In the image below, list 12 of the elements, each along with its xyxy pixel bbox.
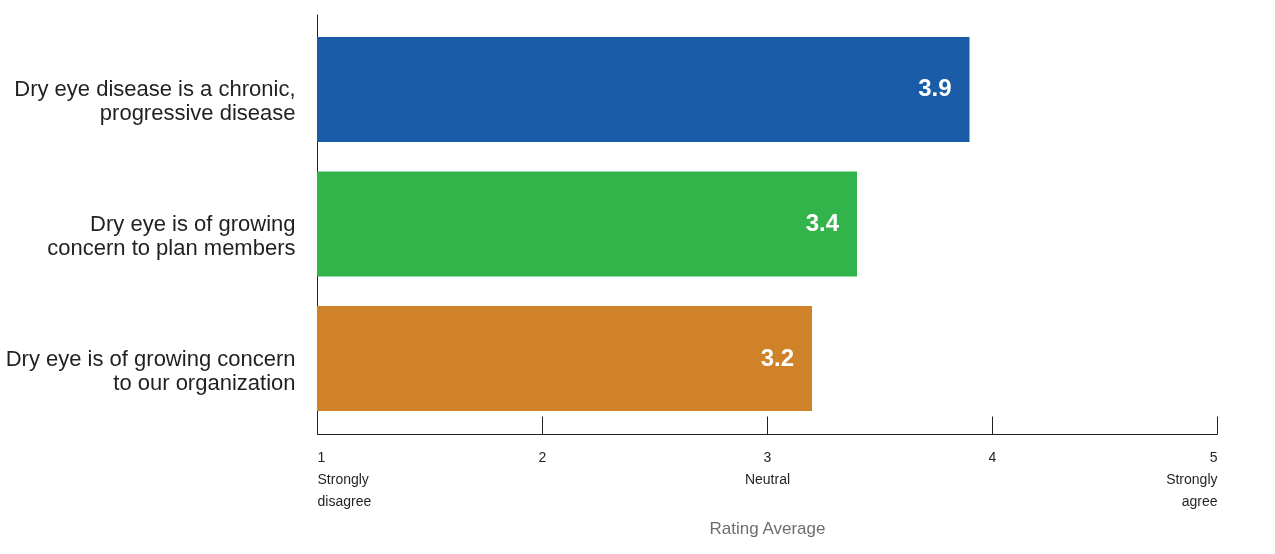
x-tick-label: 4 xyxy=(988,448,997,465)
data-label: 3.9 xyxy=(918,74,952,102)
x-tick-label: 2 xyxy=(538,448,547,465)
y-tick-label: Dry eye is of growing concern to our organization xyxy=(5,345,296,395)
data-label: 3.2 xyxy=(760,343,794,371)
y-tick-label: Dry eye is of growing concern to plan members xyxy=(47,211,296,260)
x-tick-label: 3 Neutral xyxy=(744,448,791,487)
x-tick-label: 5 Strongly agree xyxy=(1166,448,1218,509)
data-label: 3.4 xyxy=(805,209,840,236)
x-tick-label: 1 Strongly disagree xyxy=(317,448,372,509)
x-axis-title: Rating Average xyxy=(709,518,826,538)
y-tick-label: Dry eye disease is a chronic, progressive disease xyxy=(14,76,296,126)
